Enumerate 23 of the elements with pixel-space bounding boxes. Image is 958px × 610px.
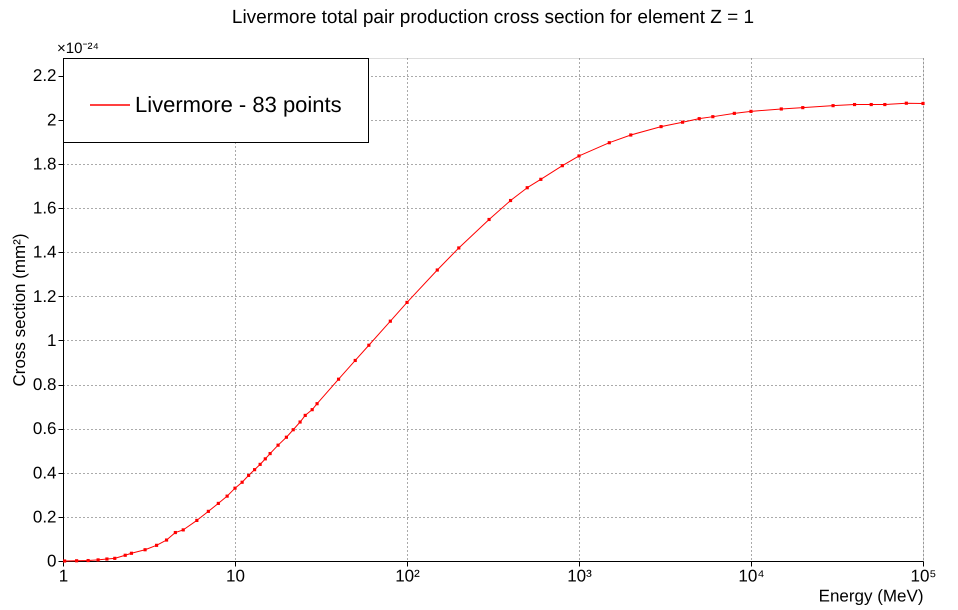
y-tick-label: 0.2 <box>32 507 56 526</box>
y-tick-label: 2.2 <box>32 66 56 86</box>
x-tick-label: 10⁴ <box>738 566 765 586</box>
y-tick-label: 0.6 <box>32 419 56 438</box>
y-tick-label: 1.4 <box>32 242 56 262</box>
y-tick-label: 0.8 <box>32 375 56 394</box>
y-axis-title: Cross section (mm²) <box>10 233 29 387</box>
x-tick-label: 10² <box>395 566 420 586</box>
y-tick-label: 2 <box>47 110 56 130</box>
x-tick-label: 1 <box>58 566 68 586</box>
legend-label: Livermore - 83 points <box>135 92 342 117</box>
y-tick-label: 1 <box>47 330 56 350</box>
text: ×10⁻²⁴ <box>57 40 99 57</box>
y-tick-label: 1.6 <box>32 198 56 218</box>
y-tick-label: 1.2 <box>32 286 56 306</box>
y-tick-label: 0 <box>47 552 56 570</box>
y-tick-label: 0.4 <box>32 463 56 482</box>
chart-title: Livermore total pair production cross section for element Z = 1 <box>232 7 754 28</box>
x-tick-label: 10³ <box>567 566 592 586</box>
x-tick-label: 10 <box>226 566 245 586</box>
x-axis-title: Energy (MeV) <box>818 586 924 606</box>
y-tick-label: 1.8 <box>32 154 56 174</box>
x-tick-label: 10⁵ <box>910 566 936 586</box>
